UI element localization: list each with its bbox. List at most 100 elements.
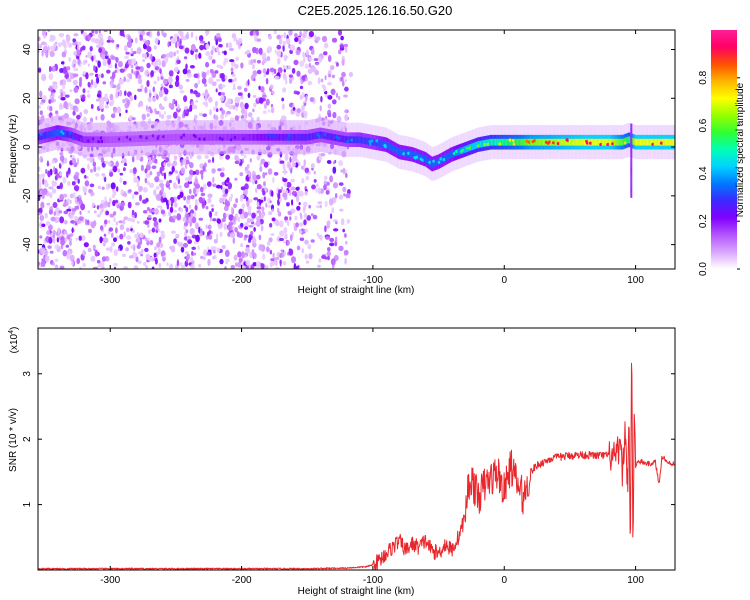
noise-speckle [256, 59, 261, 64]
noise-speckle [46, 147, 49, 152]
noise-speckle [195, 234, 200, 242]
noise-speckle [126, 227, 130, 233]
noise-speckle [168, 199, 172, 206]
noise-speckle [279, 160, 285, 164]
noise-speckle [305, 260, 310, 264]
noise-speckle [176, 59, 181, 64]
noise-speckle [55, 141, 60, 147]
noise-speckle [62, 250, 68, 257]
noise-speckle [168, 186, 171, 190]
noise-speckle [71, 120, 75, 125]
noise-speckle [166, 163, 170, 167]
noise-speckle [300, 79, 304, 85]
noise-speckle [284, 122, 287, 130]
noise-speckle [93, 220, 97, 227]
noise-speckle [82, 187, 88, 193]
noise-speckle [216, 33, 221, 37]
noise-speckle [96, 44, 100, 48]
noise-speckle [281, 97, 285, 102]
noise-speckle [330, 258, 336, 266]
noise-speckle [265, 202, 268, 208]
noise-speckle [84, 180, 90, 187]
noise-speckle [307, 68, 313, 74]
noise-speckle [340, 76, 344, 82]
noise-speckle [199, 186, 204, 193]
noise-speckle [344, 233, 347, 238]
noise-speckle [82, 262, 87, 268]
noise-speckle [136, 220, 140, 224]
noise-speckle [338, 30, 342, 36]
noise-speckle [225, 42, 229, 48]
noise-speckle [114, 70, 117, 73]
noise-speckle [146, 31, 151, 36]
noise-speckle [325, 115, 328, 120]
noise-speckle [168, 102, 172, 109]
noise-speckle [115, 56, 119, 63]
noise-speckle [54, 266, 58, 269]
noise-speckle [243, 211, 248, 219]
noise-speckle [270, 233, 275, 236]
noise-speckle [225, 199, 228, 205]
noise-speckle [291, 256, 296, 264]
noise-speckle [57, 147, 60, 152]
noise-speckle [207, 258, 211, 266]
noise-speckle [258, 234, 262, 241]
noise-speckle [169, 263, 174, 269]
noise-speckle [48, 224, 53, 231]
noise-speckle [87, 81, 91, 88]
noise-speckle [80, 203, 85, 211]
noise-speckle [183, 56, 188, 60]
noise-speckle [327, 120, 331, 127]
noise-speckle [246, 200, 250, 208]
noise-speckle [133, 265, 139, 269]
noise-speckle [189, 228, 195, 235]
noise-speckle [77, 57, 81, 66]
noise-speckle [72, 192, 76, 199]
noise-speckle [106, 69, 111, 74]
noise-speckle [103, 237, 109, 244]
noise-speckle [204, 154, 209, 159]
noise-speckle [125, 109, 128, 114]
noise-speckle [304, 113, 307, 119]
noise-speckle [203, 256, 206, 260]
noise-speckle [109, 80, 114, 86]
noise-speckle [209, 69, 214, 74]
noise-speckle [68, 57, 71, 62]
noise-speckle [104, 93, 108, 99]
noise-speckle [197, 245, 200, 251]
noise-speckle [271, 217, 276, 222]
noise-speckle [63, 101, 68, 109]
noise-speckle [166, 180, 170, 186]
noise-speckle [137, 260, 142, 264]
noise-speckle [271, 190, 274, 197]
noise-speckle [329, 65, 335, 71]
noise-speckle [95, 172, 100, 177]
noise-speckle [248, 172, 251, 178]
noise-speckle [252, 108, 255, 113]
noise-speckle [212, 218, 217, 222]
noise-speckle [90, 168, 93, 173]
noise-speckle [303, 56, 306, 63]
noise-speckle [159, 242, 164, 249]
noise-speckle [125, 63, 128, 69]
noise-speckle [131, 193, 135, 200]
noise-speckle [262, 94, 267, 98]
noise-speckle [131, 218, 136, 223]
noise-speckle [139, 36, 143, 41]
noise-speckle [154, 208, 159, 215]
noise-speckle [311, 184, 316, 190]
noise-speckle [139, 194, 142, 202]
noise-speckle [48, 73, 54, 80]
noise-speckle [76, 258, 80, 264]
noise-speckle [144, 220, 150, 225]
noise-speckle [327, 82, 332, 86]
noise-speckle [348, 72, 353, 77]
noise-speckle [91, 55, 94, 62]
noise-speckle [179, 31, 184, 36]
noise-speckle [214, 35, 217, 42]
noise-speckle [333, 183, 337, 189]
noise-speckle [144, 168, 148, 174]
noise-speckle [111, 39, 115, 43]
noise-speckle [276, 34, 282, 40]
noise-speckle [63, 230, 68, 235]
